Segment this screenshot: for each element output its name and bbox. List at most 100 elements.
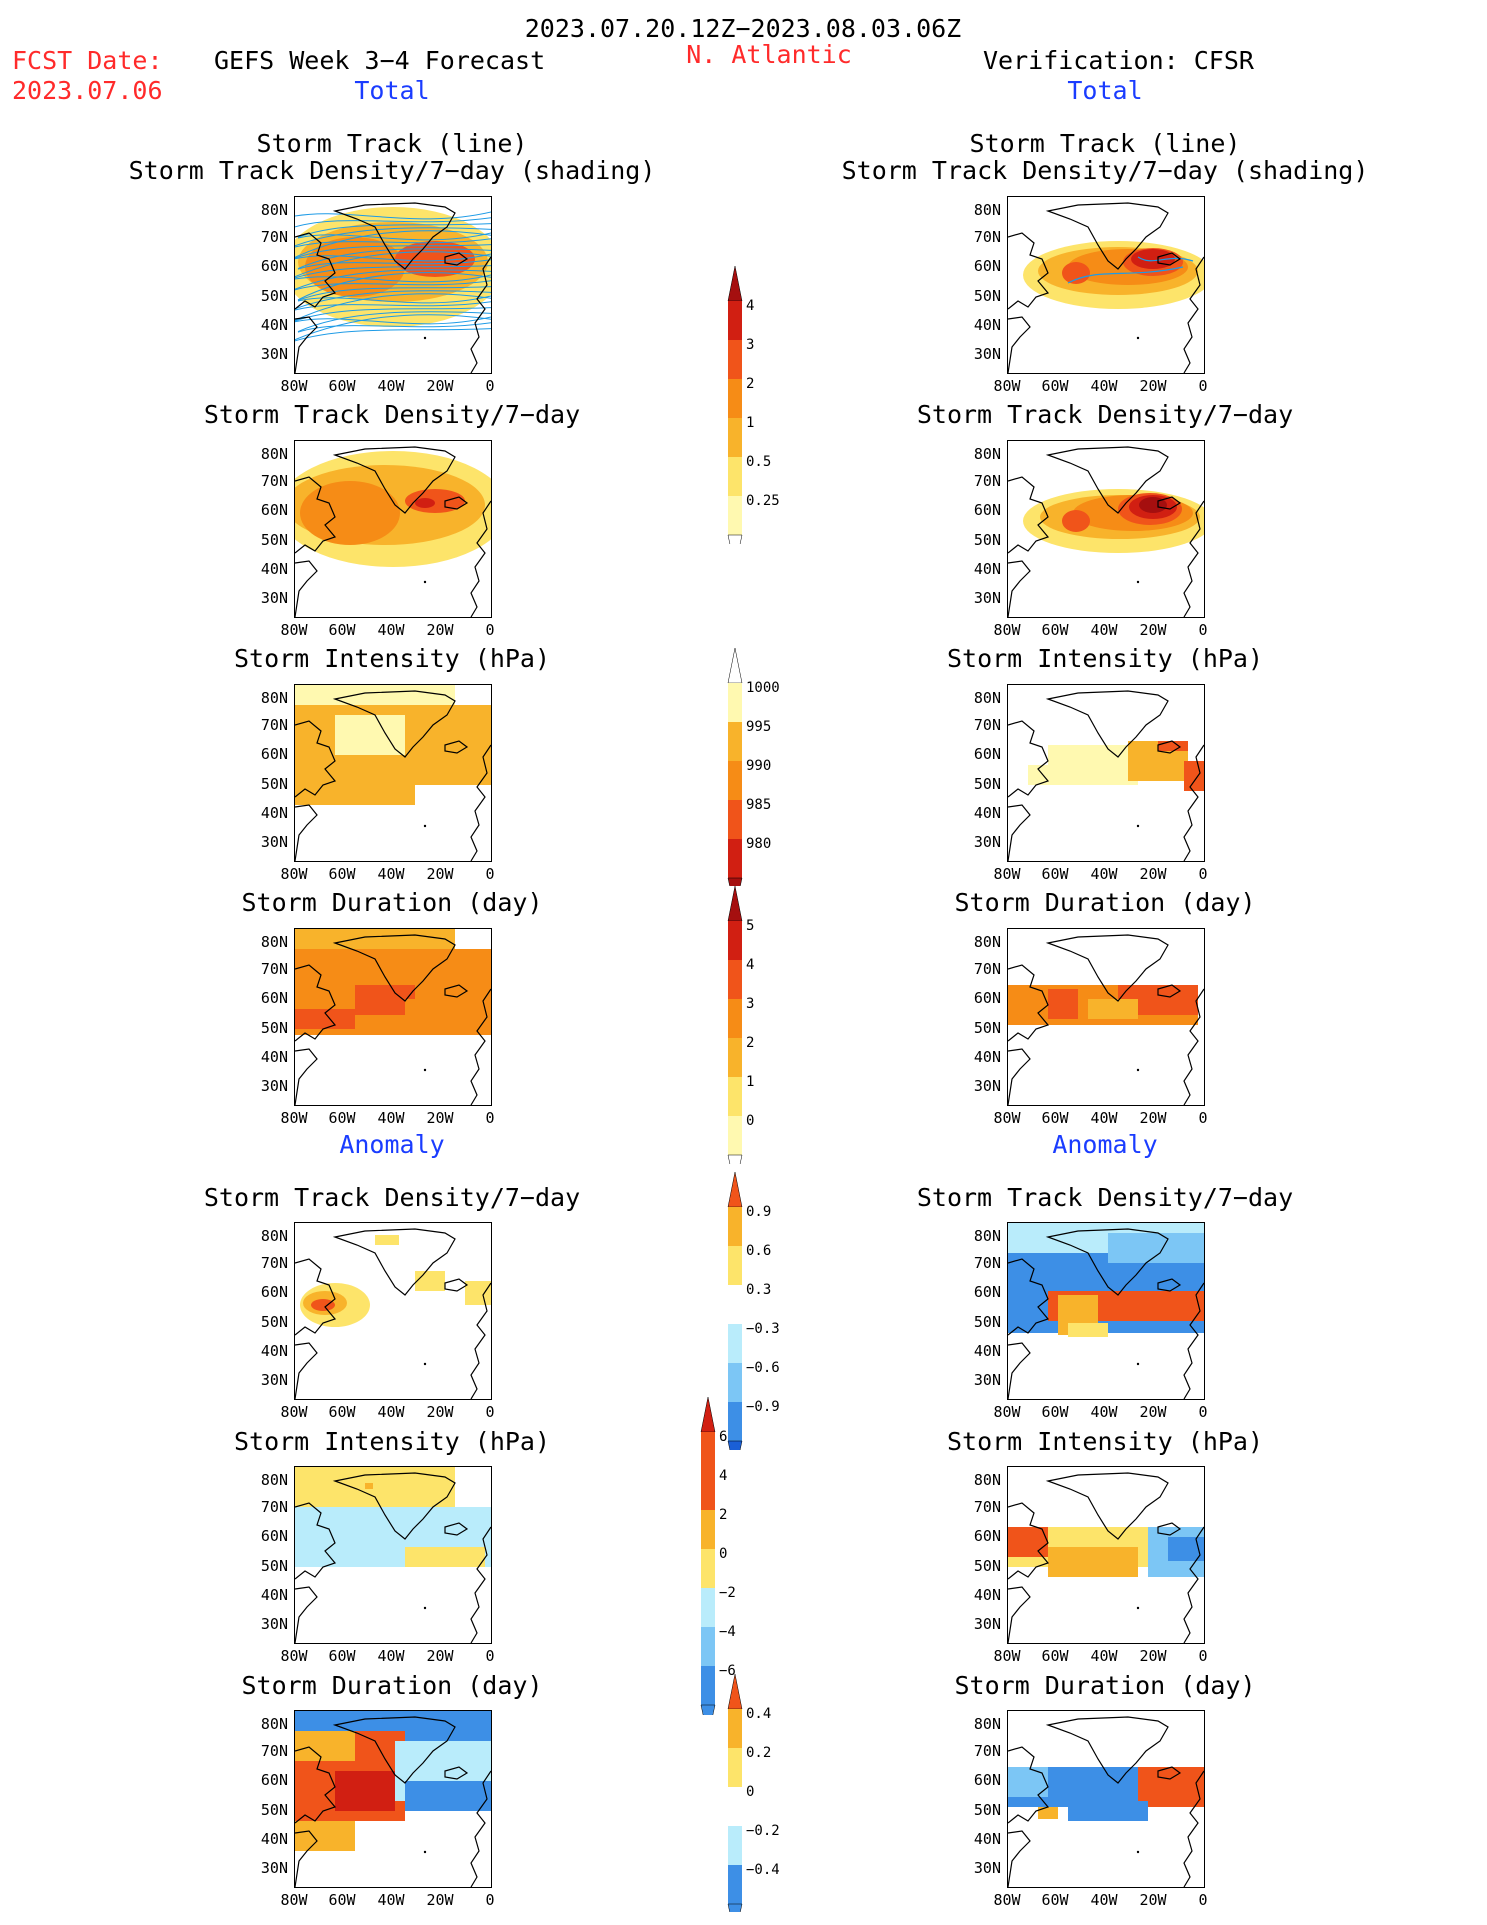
lat-tick-label: 60N	[260, 1771, 288, 1789]
map-intensity-forecast	[294, 684, 492, 862]
coastline-island	[423, 580, 427, 584]
cbar-density-label: 2	[746, 376, 755, 392]
shaded-cell	[405, 1547, 485, 1567]
storm-track-line	[297, 223, 491, 238]
lat-tick-label: 80N	[973, 1471, 1001, 1489]
lat-tick-label: 60N	[973, 1527, 1001, 1545]
lon-tick-label: 0	[485, 1891, 495, 1909]
lat-tick-label: 50N	[260, 1801, 288, 1819]
lon-tick-label: 0	[1198, 865, 1208, 883]
lon-tick-label: 80W	[280, 621, 308, 639]
storm-track-line	[295, 307, 491, 322]
shaded-area	[1062, 510, 1090, 532]
lon-tick-label: 40W	[1090, 865, 1118, 883]
shaded-cell	[335, 715, 405, 755]
lon-tick-label: 0	[485, 1647, 495, 1665]
lat-tick-label: 50N	[973, 531, 1001, 549]
lat-tick-label: 40N	[260, 560, 288, 578]
coastline-east-coast	[1008, 1342, 1031, 1399]
colorbar-segment	[728, 1865, 742, 1904]
total-label-right: Total	[1067, 76, 1143, 105]
lon-tick-label: 40W	[377, 1109, 405, 1127]
lat-tick-label: 30N	[973, 833, 1001, 851]
coastline-greenland	[332, 1716, 456, 1784]
coastline-iceland	[444, 252, 469, 266]
title-track-shading-right: Storm Track Density/7−day (shading)	[841, 156, 1369, 185]
lat-tick-label: 40N	[260, 804, 288, 822]
lon-tick-label: 0	[1198, 1403, 1208, 1421]
coastline-iceland	[1157, 496, 1182, 510]
colorbar-segment	[728, 301, 742, 340]
shaded-cell	[1028, 765, 1068, 785]
lon-tick-label: 20W	[1139, 1109, 1167, 1127]
lon-tick-label: 60W	[1041, 865, 1069, 883]
storm-track-line	[1137, 256, 1194, 262]
cbar-intensity-anom-label: −4	[719, 1624, 736, 1640]
map-duration-forecast	[294, 928, 492, 1106]
lon-tick-label: 80W	[993, 621, 1021, 639]
lat-tick-label: 80N	[973, 689, 1001, 707]
lat-tick-label: 60N	[260, 989, 288, 1007]
lon-tick-label: 0	[1198, 621, 1208, 639]
lat-tick-label: 80N	[973, 1227, 1001, 1245]
lat-tick-label: 70N	[260, 1498, 288, 1516]
shaded-area	[311, 1299, 335, 1311]
title-intensity-left: Storm Intensity (hPa)	[233, 644, 551, 673]
shaded-cell	[295, 1009, 355, 1029]
coastline-europe-africa	[470, 988, 491, 1105]
lon-tick-label: 60W	[1041, 1891, 1069, 1909]
storm-track-line	[295, 244, 491, 259]
colorbar-segment	[728, 1324, 742, 1363]
title-intensity-right: Storm Intensity (hPa)	[946, 644, 1264, 673]
lat-tick-label: 60N	[260, 1283, 288, 1301]
storm-track-line	[295, 301, 491, 311]
lat-tick-label: 70N	[973, 228, 1001, 246]
lon-tick-label: 20W	[1139, 1891, 1167, 1909]
cbar-duration-label: 1	[746, 1074, 755, 1090]
shaded-cell	[1048, 1547, 1138, 1577]
storm-track-line	[295, 211, 491, 220]
coastline-iceland	[1157, 1522, 1182, 1536]
shaded-cell	[375, 1235, 399, 1245]
lat-tick-label: 30N	[260, 1371, 288, 1389]
coastline-north-america	[295, 1502, 337, 1580]
coastline-north-america	[295, 1746, 337, 1824]
shaded-cell	[1068, 1801, 1148, 1821]
lon-tick-label: 60W	[328, 1109, 356, 1127]
lat-tick-label: 60N	[260, 1527, 288, 1545]
coastline-east-coast	[1008, 1830, 1031, 1887]
lon-tick-label: 40W	[377, 865, 405, 883]
cbar-duration-label: 0	[746, 1113, 755, 1129]
coastline-east-coast	[1008, 1048, 1031, 1105]
title-duration-anom-right: Storm Duration (day)	[954, 1671, 1256, 1700]
cbar-density-anom-label: 0.3	[746, 1282, 772, 1298]
cbar-intensity-anom-label: −6	[719, 1663, 736, 1679]
map-density-anomaly-forecast	[294, 1222, 492, 1400]
lat-tick-label: 50N	[973, 1019, 1001, 1037]
shaded-cell	[295, 1821, 355, 1851]
coastline-greenland	[1045, 1716, 1169, 1784]
storm-track-line	[295, 290, 491, 310]
colorbar-arrow-top	[727, 1171, 743, 1208]
shaded-cell	[1068, 1323, 1108, 1337]
lat-tick-label: 70N	[260, 472, 288, 490]
map-intensity-anomaly-verification	[1007, 1466, 1205, 1644]
lon-tick-label: 60W	[328, 1403, 356, 1421]
coastline-north-america	[295, 1258, 337, 1336]
lon-tick-label: 0	[485, 865, 495, 883]
lat-tick-label: 50N	[973, 1313, 1001, 1331]
colorbar-segment	[728, 1363, 742, 1402]
coastline-island	[423, 1362, 427, 1366]
colorbar-segment	[728, 761, 742, 800]
colorbar-segment	[701, 1432, 715, 1471]
lat-tick-label: 80N	[973, 933, 1001, 951]
title-density-right: Storm Track Density/7−day	[916, 400, 1294, 429]
lon-tick-label: 60W	[328, 1647, 356, 1665]
lat-tick-label: 40N	[973, 1586, 1001, 1604]
coastline-europe-africa	[1183, 500, 1204, 617]
storm-track-line	[295, 269, 491, 290]
coastline-east-coast	[295, 1342, 318, 1399]
coastline-greenland	[332, 446, 456, 514]
coastline-europe-africa	[470, 1282, 491, 1399]
cbar-intensity-anom-label: −2	[719, 1585, 736, 1601]
